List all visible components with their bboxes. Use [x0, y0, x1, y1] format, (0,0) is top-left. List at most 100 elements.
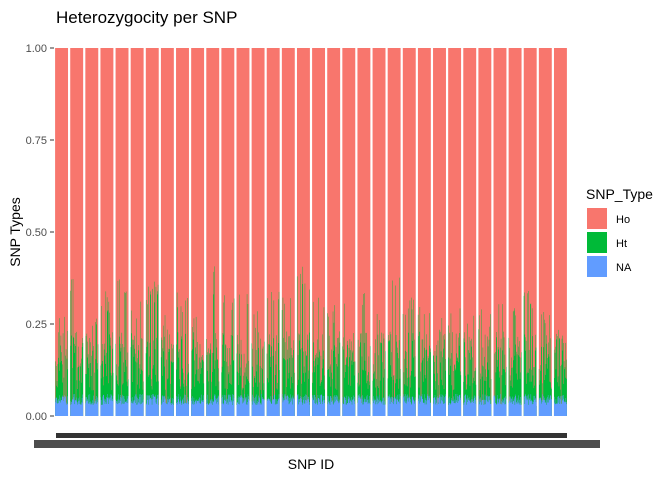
bar-ho: [417, 48, 431, 416]
bar-ho: [191, 48, 205, 416]
bar-group-15: [266, 48, 280, 416]
legend-title: SNP_Type: [586, 186, 653, 202]
bar-ht: [357, 293, 371, 416]
bar-na: [433, 394, 446, 416]
bar-group-1: [55, 48, 69, 416]
bar-na: [251, 394, 265, 416]
bar-group-6: [130, 48, 144, 416]
bar-ht: [70, 278, 84, 416]
y-tick-label: 0.50: [26, 227, 47, 239]
bar-ho: [538, 48, 552, 416]
bar-na: [342, 394, 356, 416]
bar-na: [266, 394, 280, 416]
bar-ht: [402, 297, 416, 416]
bar-ho: [85, 48, 99, 416]
bar-ht: [221, 295, 235, 416]
y-axis: 0.00 0.25 0.50 0.75 1.00: [26, 43, 54, 423]
bar-ht: [145, 281, 159, 416]
bar-ho: [463, 48, 477, 416]
bar-group-28: [463, 48, 477, 416]
bar-na: [493, 394, 507, 416]
bar-group-14: [251, 48, 265, 416]
legend-swatch-ht: [587, 232, 607, 253]
legend-label-ht: Ht: [616, 238, 627, 250]
bar-na: [176, 394, 189, 416]
bar-ho: [100, 48, 114, 416]
bar-ht: [206, 266, 220, 416]
bar-na: [448, 393, 462, 416]
bar-group-25: [417, 48, 431, 416]
bar-ho: [493, 48, 507, 416]
bar-group-4: [100, 48, 114, 416]
bar-group-26: [433, 48, 446, 416]
bar-ht: [508, 308, 522, 416]
bar-ht: [266, 291, 280, 416]
bar-na: [206, 394, 220, 416]
bar-ht: [327, 305, 341, 416]
bar-na: [130, 394, 144, 416]
bar-na: [538, 394, 552, 416]
bar-na: [402, 394, 416, 416]
bar-ht: [387, 277, 401, 416]
bar-ht: [115, 279, 129, 416]
bar-ht: [342, 303, 356, 416]
bar-na: [387, 394, 401, 416]
bar-ho: [387, 48, 401, 416]
bar-ho: [236, 48, 250, 416]
bar-ho: [296, 48, 310, 416]
bar-ht: [523, 291, 537, 416]
bar-ht: [236, 294, 250, 416]
bar-na: [357, 394, 371, 416]
legend-label-na: NA: [616, 262, 632, 274]
bar-na: [553, 394, 567, 416]
bar-ho: [342, 48, 356, 416]
x-axis-ticks-band: [56, 433, 567, 438]
bar-group-21: [357, 48, 371, 416]
bar-group-27: [448, 48, 462, 416]
bar-na: [191, 394, 205, 416]
bar-na: [115, 394, 129, 416]
bar-group-30: [493, 48, 507, 416]
bar-na: [478, 394, 492, 416]
bar-ho: [372, 48, 386, 416]
bar-group-33: [538, 48, 552, 416]
bar-na: [508, 394, 522, 416]
bar-group-16: [281, 48, 295, 416]
bar-na: [417, 393, 431, 416]
bar-na: [85, 394, 99, 416]
bar-na: [145, 394, 159, 416]
bar-ho: [251, 48, 265, 416]
bar-ho: [145, 48, 159, 416]
bar-na: [327, 395, 341, 416]
bar-na: [70, 394, 84, 416]
bar-ho: [357, 48, 371, 416]
bar-group-13: [236, 48, 250, 416]
bar-ho: [523, 48, 537, 416]
y-tick-label: 1.00: [26, 43, 47, 55]
bar-group-34: [553, 48, 567, 416]
bar-ht: [312, 297, 326, 416]
bar-group-2: [70, 48, 84, 416]
bar-ht: [553, 329, 567, 416]
bar-group-20: [342, 48, 356, 416]
legend-swatch-na: [587, 256, 607, 277]
bar-na: [372, 394, 386, 416]
bar-group-8: [160, 48, 174, 416]
bar-group-18: [312, 48, 326, 416]
y-tick-label: 0.25: [26, 319, 47, 331]
x-axis-tick-labels-overlap: [34, 440, 600, 448]
bar-ho: [266, 48, 280, 416]
bar-ho: [402, 48, 416, 416]
bar-na: [236, 394, 250, 416]
bar-ht: [100, 291, 114, 416]
bar-group-24: [402, 48, 416, 416]
bar-ho: [160, 48, 174, 416]
y-tick-label: 0.75: [26, 135, 47, 147]
bar-ht: [417, 306, 431, 416]
bar-na: [55, 395, 69, 416]
bar-group-23: [387, 48, 401, 416]
y-axis-title: SNP Types: [7, 197, 23, 267]
bar-group-19: [327, 48, 341, 416]
bar-ho: [508, 48, 522, 416]
bar-na: [100, 393, 114, 416]
